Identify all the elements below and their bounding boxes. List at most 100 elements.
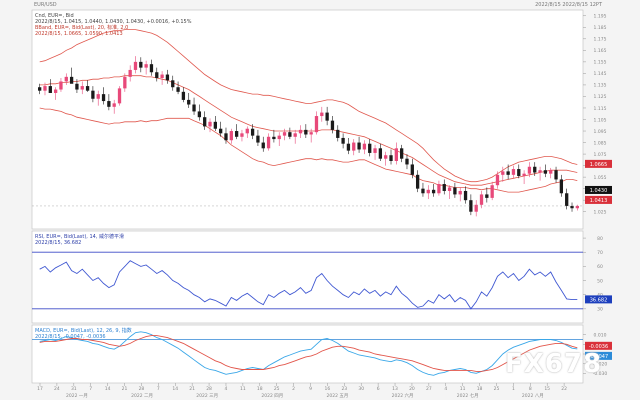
- candle-body: [565, 193, 569, 206]
- candle-body: [298, 129, 303, 134]
- candle-body: [107, 101, 111, 107]
- candle-body: [213, 121, 217, 129]
- x-tick-label: 14: [172, 386, 178, 392]
- candle-body: [266, 136, 271, 149]
- x-tick-label: 23: [341, 386, 347, 392]
- candle-body: [485, 194, 489, 198]
- rsi-tick-label: 70: [597, 250, 603, 256]
- macd-badge-bg: [585, 341, 612, 350]
- macd-signal-line: [39, 335, 578, 372]
- rsi-badge-bg: [585, 295, 612, 304]
- candle-body: [203, 117, 207, 127]
- candle-body: [139, 61, 143, 68]
- x-month-label: 2022 一月: [66, 393, 88, 399]
- candle-body: [282, 132, 287, 136]
- candle-body: [362, 143, 367, 150]
- candle-body: [38, 87, 42, 91]
- x-tick-label: 8: [529, 386, 532, 392]
- price-badge-bg: [585, 185, 612, 194]
- candle-body: [490, 185, 494, 198]
- candle-body: [341, 137, 345, 144]
- window-title: EUR/USD: [34, 2, 57, 8]
- candle-body: [501, 171, 505, 175]
- x-tick-label: 1: [512, 386, 515, 392]
- x-tick-label: 13: [392, 386, 398, 392]
- candle-body: [250, 128, 255, 136]
- x-month-label: 2022 四月: [261, 393, 283, 399]
- x-tick-label: 31: [71, 386, 77, 392]
- candle-body: [48, 86, 52, 93]
- candle-body: [234, 131, 239, 137]
- x-tick-label: 16: [325, 386, 331, 392]
- candle-body: [506, 171, 510, 175]
- candle-body: [240, 133, 244, 137]
- candle-body: [197, 111, 202, 118]
- x-tick-label: 30: [358, 386, 364, 392]
- candle-body: [410, 164, 414, 175]
- candle-body: [384, 155, 388, 159]
- candle-body: [69, 76, 74, 84]
- candle-body: [219, 128, 223, 134]
- candle-body: [171, 80, 175, 88]
- price-info-line: BBand, EUR=, Bid(Last), 20, 标准, 2.0: [35, 24, 128, 31]
- candle-body: [549, 170, 553, 174]
- x-tick-label: 7: [157, 386, 160, 392]
- candle-body: [400, 148, 404, 159]
- candle-body: [91, 90, 95, 99]
- price-tick-label: 1.145: [594, 71, 607, 77]
- x-tick-label: 7: [89, 386, 92, 392]
- window-timestamp: 2022/8/15 2022/8/15 12PT: [535, 2, 602, 8]
- candle-body: [304, 129, 308, 135]
- candle-body: [357, 142, 361, 150]
- rsi-badge: 36.682: [590, 297, 608, 303]
- x-tick-label: 14: [105, 386, 111, 392]
- candle-body: [288, 132, 292, 137]
- price-tick-label: 1.115: [594, 106, 607, 112]
- candle-body: [479, 194, 484, 205]
- price-tick-label: 1.125: [594, 94, 607, 100]
- x-tick-label: 18: [257, 386, 263, 392]
- rsi-tick-label: 60: [597, 264, 603, 270]
- candle-body: [368, 143, 372, 153]
- candle-body: [208, 121, 212, 127]
- candle-body: [293, 133, 297, 137]
- x-month-label: 2022 二月: [131, 393, 153, 399]
- candle-body: [336, 129, 340, 138]
- candle-body: [144, 64, 148, 68]
- candle-body: [458, 190, 462, 195]
- panel-frame-1: [31, 230, 584, 324]
- x-tick-label: 17: [37, 386, 43, 392]
- price-tick-label: 1.105: [594, 117, 607, 123]
- macd-tick-label: -0.030: [593, 371, 608, 377]
- price-tick-label: 1.025: [594, 210, 607, 216]
- candle-body: [309, 132, 313, 135]
- price-tick-label: 1.185: [594, 25, 607, 31]
- x-month-label: 2022 五月: [327, 393, 349, 399]
- x-tick-label: 20: [409, 386, 415, 392]
- candle-body: [314, 116, 319, 133]
- price-tick-label: 1.085: [594, 140, 607, 146]
- rsi-tick-label: 50: [597, 278, 603, 284]
- x-tick-label: 11: [240, 386, 246, 392]
- candle-body: [373, 148, 377, 153]
- x-tick-label: 22: [561, 386, 567, 392]
- candle-body: [421, 188, 425, 194]
- candle-body: [261, 142, 265, 149]
- candle-body: [511, 169, 516, 175]
- x-tick-label: 24: [54, 386, 60, 392]
- candle-body: [325, 112, 329, 121]
- candle-body: [53, 89, 58, 93]
- candle-body: [149, 64, 154, 73]
- candle-body: [187, 99, 191, 105]
- price-info-line: 2022/8/15, 1.0415, 1.0440, 1.0430, 1.043…: [35, 19, 192, 25]
- candle-body: [64, 76, 68, 82]
- candle-body: [559, 179, 564, 194]
- candle-body: [229, 131, 233, 141]
- x-tick-label: 15: [544, 386, 550, 392]
- candle-body: [378, 148, 383, 159]
- candle-body: [112, 103, 116, 107]
- price-tick-label: 1.095: [594, 129, 607, 135]
- candle-body: [469, 200, 473, 212]
- macd-line: [39, 331, 578, 376]
